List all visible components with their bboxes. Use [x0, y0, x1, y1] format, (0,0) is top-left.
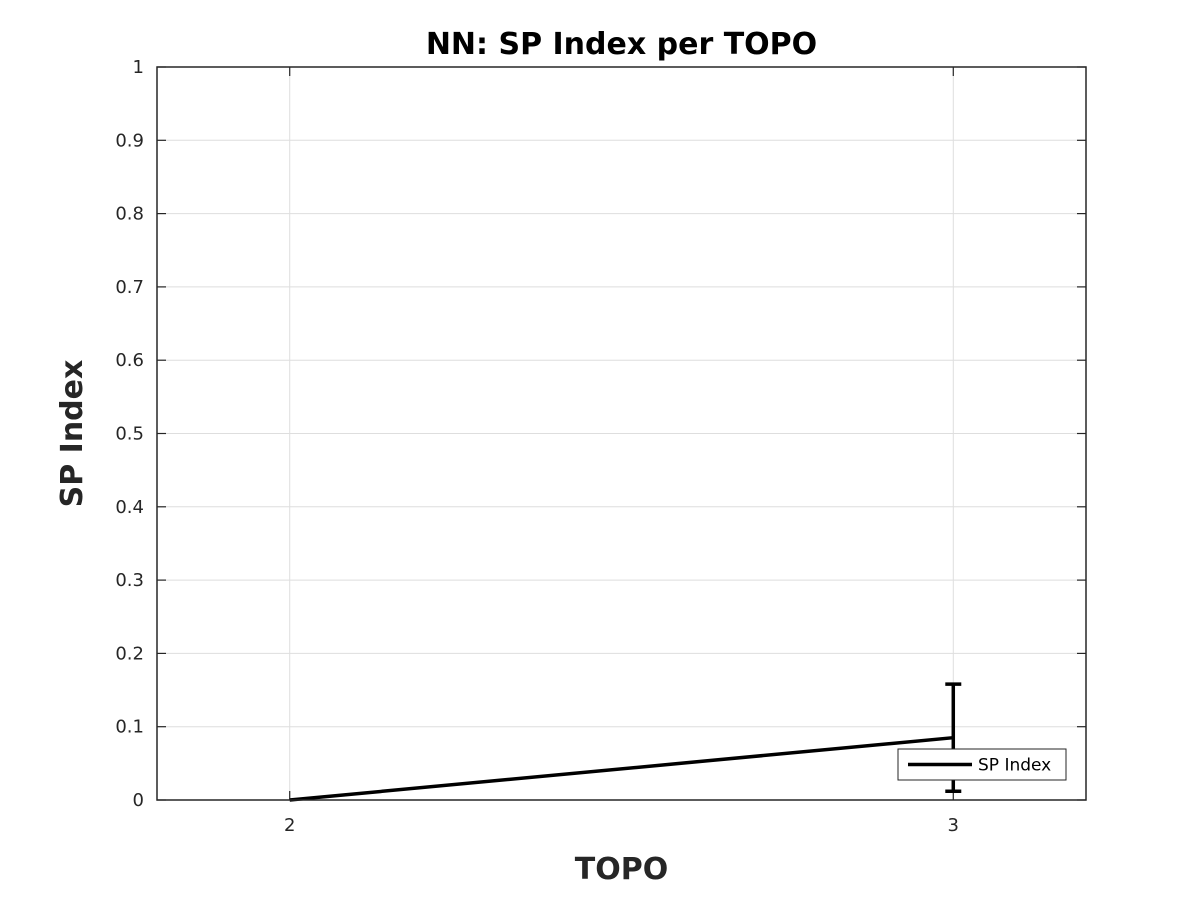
y-tick-label: 0.6 — [115, 350, 144, 371]
y-tick-label: 0.4 — [115, 497, 144, 518]
x-axis-label: TOPO — [575, 852, 668, 887]
y-tick-label: 0.9 — [115, 130, 144, 151]
x-tick-label: 2 — [284, 815, 295, 836]
y-tick-label: 0.2 — [115, 643, 144, 664]
series-line — [289, 735, 954, 802]
y-tick-label: 1 — [133, 57, 144, 78]
legend-entry: SP Index — [978, 756, 1051, 776]
y-tick-label: 0.8 — [115, 204, 144, 225]
x-tick-label: 3 — [948, 815, 959, 836]
chart-title: NN: SP Index per TOPO — [426, 27, 817, 62]
legend: SP Index — [897, 748, 1067, 781]
axis-ticks: 0 0.1 0.2 0.3 0.4 0.5 0.6 0.7 0.8 0.9 1 2 3 — [115, 57, 1086, 836]
plot-frame — [156, 66, 1087, 801]
y-tick-label: 0 — [133, 790, 144, 811]
y-axis-label: SP Index — [55, 360, 90, 508]
y-tick-label: 0.5 — [115, 424, 144, 445]
y-tick-label: 0.7 — [115, 277, 144, 298]
y-tick-label: 0.1 — [115, 717, 144, 738]
y-tick-label: 0.3 — [115, 570, 144, 591]
